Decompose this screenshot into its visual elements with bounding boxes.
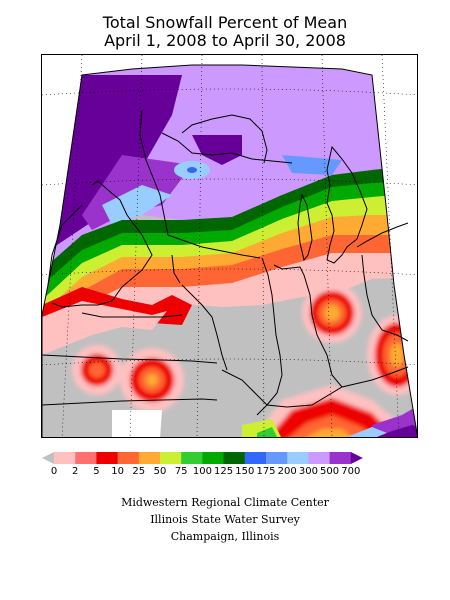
legend-swatch (96, 452, 119, 464)
legend-tick-label: 0 (50, 466, 58, 477)
legend-tick-label: 300 (298, 466, 318, 477)
legend-swatch (266, 452, 288, 464)
legend-tick-label: 200 (277, 466, 297, 477)
region-outline (42, 64, 417, 437)
map-title: Total Snowfall Percent of Mean (102, 13, 348, 32)
legend-swatch (54, 452, 76, 464)
legend-swatch (181, 452, 203, 464)
legend-swatch (75, 452, 97, 464)
credit-survey: Illinois State Water Survey (150, 513, 300, 526)
snowfall-color-fill (42, 65, 417, 437)
lat-lon-grid (42, 55, 417, 437)
legend-swatch (223, 452, 246, 464)
legend-tick-label: 50 (153, 466, 167, 477)
legend-swatch (202, 452, 225, 464)
legend-arrow-high (350, 452, 363, 464)
legend-tick-label: 150 (235, 466, 255, 477)
snowfall-map-canvas (42, 55, 417, 437)
credit-organization: Midwestern Regional Climate Center (121, 496, 329, 509)
legend-arrow-low (42, 452, 54, 464)
credit-location: Champaign, Illinois (170, 530, 280, 543)
legend-tick-label: 25 (132, 466, 146, 477)
legend-tick-label: 75 (174, 466, 188, 477)
legend-tick-label: 700 (341, 466, 361, 477)
state-boundaries (42, 109, 409, 416)
legend-tick-label: 175 (256, 466, 276, 477)
map-date-range: April 1, 2008 to April 30, 2008 (104, 31, 346, 50)
legend-swatch (287, 452, 309, 464)
legend-swatch (160, 452, 182, 464)
legend-color-bar (42, 452, 363, 464)
legend-swatch (138, 452, 161, 464)
legend-swatch (244, 452, 267, 464)
legend-tick-label: 10 (111, 466, 124, 477)
snowfall-map (41, 54, 418, 438)
legend-tick-label: 5 (93, 466, 100, 477)
legend-tick-label: 100 (192, 466, 212, 477)
legend-swatch (329, 452, 352, 464)
legend-swatch (117, 452, 140, 464)
legend-tick-label: 2 (72, 466, 79, 477)
legend-tick-label: 125 (214, 466, 234, 477)
legend-swatch (308, 452, 331, 464)
legend-tick-label: 500 (320, 466, 340, 477)
